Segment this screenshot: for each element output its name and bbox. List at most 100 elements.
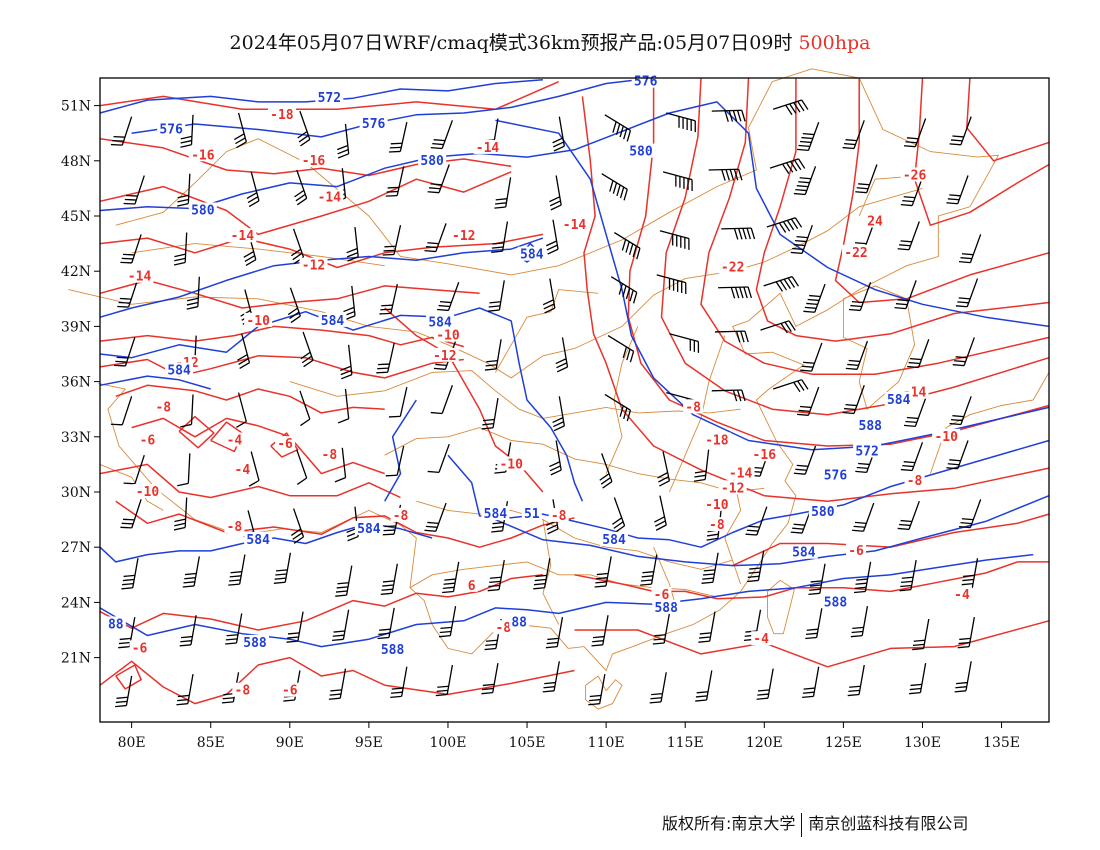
lat-tick-label: 21N (61, 651, 91, 667)
temperature-label-bg (125, 268, 154, 283)
wind-barb (552, 116, 565, 152)
lat-tick-label: 48N (61, 154, 91, 170)
temperature-label: -14 (128, 270, 152, 285)
temperature-label: -10 (246, 314, 270, 329)
lon-tick-label: 80E (118, 735, 146, 751)
height-label: 88 (108, 617, 124, 632)
temperature-label: -22 (844, 246, 867, 261)
wind-barb (946, 440, 969, 470)
wind-barb (377, 607, 395, 640)
wind-barb (380, 563, 398, 595)
wind-barb (299, 390, 311, 427)
temperature-label-bg (133, 484, 162, 498)
wind-barb (797, 121, 820, 151)
lon-tick-label: 105E (509, 735, 546, 751)
wind-barb (805, 607, 823, 640)
wind-barb (487, 280, 505, 312)
wind-barb (756, 668, 774, 700)
wind-barb (657, 451, 671, 487)
temperature-label: -14 (318, 191, 342, 206)
temperature-contour (99, 171, 512, 236)
wind-barb (555, 337, 569, 373)
temperature-label: -8 (322, 448, 338, 463)
temperature-contour (913, 77, 1050, 226)
temperature-label-bg (465, 577, 478, 592)
temperature-label: -14 (563, 218, 587, 233)
temperature-contour (99, 325, 465, 348)
temperature-label: -4 (227, 433, 243, 448)
footer: 版权所有:南京大学 南京创蓝科技有限公司 (662, 810, 968, 837)
wind-barb (545, 219, 559, 255)
temperature-contour (178, 415, 215, 449)
wind-barb (549, 440, 562, 476)
height-label: 584 (357, 522, 381, 537)
wind-barb (612, 497, 626, 533)
wind-barb (842, 120, 865, 150)
wind-barb (610, 276, 638, 304)
temperature-label-bg (473, 139, 502, 154)
wind-barb (481, 398, 499, 430)
temperature-label: -26 (903, 169, 927, 184)
wind-barb (897, 500, 920, 531)
height-label: 584 (428, 316, 452, 331)
wind-barb (790, 224, 813, 255)
wind-barb (654, 495, 667, 531)
height-label: 580 (629, 145, 653, 160)
temperature-label: -12 (452, 229, 475, 244)
wind-barb (390, 666, 408, 699)
temperature-label: -8 (709, 518, 725, 533)
wind-barb (287, 287, 301, 324)
temperature-label-bg (267, 106, 296, 121)
wind-barb (286, 611, 304, 643)
temperature-label-bg (224, 432, 245, 447)
wind-barb (695, 670, 713, 702)
wind-barb (542, 661, 560, 693)
wind-barb (435, 664, 454, 697)
wind-barb (123, 175, 145, 205)
height-label-bg (626, 143, 655, 158)
temperature-label: -8 (235, 684, 251, 699)
temperature-label: -8 (155, 400, 171, 415)
wind-barb (850, 605, 869, 638)
temperature-label: -8 (393, 509, 409, 524)
temperature-label-bg (718, 480, 747, 495)
temperature-label: -12 (302, 259, 325, 274)
temperature-label: -10 (499, 457, 523, 472)
wind-barb (607, 335, 635, 363)
wind-barb (437, 282, 460, 312)
boundary-line (542, 519, 560, 625)
wind-barb (601, 173, 628, 201)
temperature-label: -8 (495, 621, 511, 636)
wind-barb (186, 276, 200, 310)
wind-barb (614, 232, 641, 260)
height-label: 588 (243, 636, 267, 651)
wind-barb (800, 342, 823, 372)
temperature-label-bg (651, 587, 672, 602)
lon-tick-label: 125E (825, 735, 862, 751)
temperature-label: -6 (282, 684, 298, 699)
height-label-bg (315, 90, 344, 105)
lon-tick-label: 95E (355, 735, 383, 751)
wind-barb (110, 116, 133, 146)
footer-separator (801, 812, 803, 837)
wind-barb (173, 497, 188, 531)
wind-barb (117, 278, 139, 308)
wind-barb (430, 120, 454, 150)
wind-barb (745, 506, 768, 536)
height-label-bg (808, 504, 837, 519)
height-label: 588 (824, 595, 848, 610)
wind-barb (588, 674, 606, 706)
temperature-label: 24 (867, 215, 883, 230)
wind-barb (494, 177, 512, 209)
wind-barb (604, 393, 632, 422)
temperature-label-bg (232, 461, 253, 476)
height-label: 584 (484, 507, 508, 522)
wind-barb (180, 394, 194, 428)
wind-barb (900, 442, 924, 472)
contour-labels-layer: -16-18-16-14-14-14-14-12-12-10-10-12-12-… (105, 73, 973, 699)
wind-barb (949, 116, 972, 146)
boundary-line (98, 382, 569, 655)
wind-barb (766, 217, 803, 233)
temperature-label-bg (560, 217, 589, 232)
